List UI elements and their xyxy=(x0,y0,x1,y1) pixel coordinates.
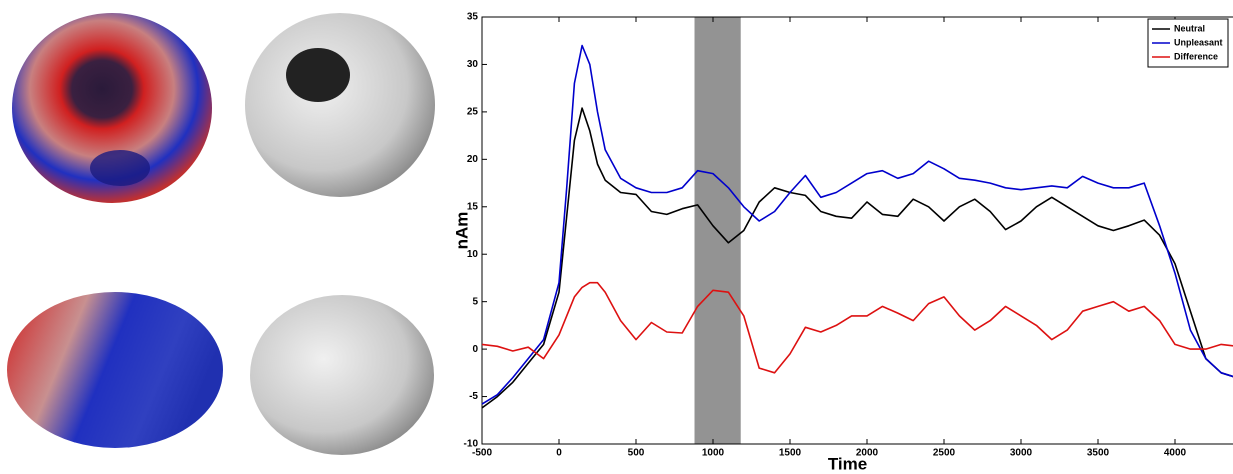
brain-back-colored xyxy=(12,13,212,203)
x-tick-label: 500 xyxy=(628,448,645,459)
x-tick-label: -500 xyxy=(472,448,492,459)
y-tick-label: 10 xyxy=(467,249,479,260)
legend-label: Neutral xyxy=(1174,23,1205,33)
y-tick-label: 0 xyxy=(472,344,478,355)
x-tick-label: 4000 xyxy=(1164,448,1187,459)
plot-frame xyxy=(481,16,1233,445)
legend-box xyxy=(1147,18,1229,68)
y-tick-label: 20 xyxy=(467,154,479,165)
legend-label: Unpleasant xyxy=(1174,37,1223,47)
brain-patch xyxy=(90,150,150,186)
y-tick-label: -10 xyxy=(464,439,479,450)
x-tick-label: 3500 xyxy=(1087,448,1110,459)
brain-side-colored xyxy=(7,292,223,448)
y-tick-label: -5 xyxy=(469,391,478,402)
y-axis-label: nAm xyxy=(452,212,471,250)
chart: -10 -5 0 5 10 15 20 25 30 35 -500 0 500 1000 1500 2000 2… xyxy=(452,12,1233,473)
x-tick-label: 0 xyxy=(556,448,562,459)
x-tick-label: 1000 xyxy=(702,448,725,459)
y-tick-label: 25 xyxy=(467,107,479,118)
x-axis-label: Time xyxy=(828,454,867,473)
y-tick-label: 15 xyxy=(467,201,479,212)
series-line xyxy=(481,44,1233,405)
x-tick-label: 1500 xyxy=(779,448,802,459)
x-tick-label: 3000 xyxy=(1010,448,1033,459)
x-tick-label: 2000 xyxy=(856,448,879,459)
series-line xyxy=(481,281,1233,374)
y-tick-label: 5 xyxy=(472,296,478,307)
legend-label: Difference xyxy=(1174,51,1218,61)
brain-images xyxy=(7,13,435,455)
brain-back-gray xyxy=(245,13,435,197)
y-tick-label: 35 xyxy=(467,12,479,23)
x-tick-label: 2500 xyxy=(933,448,956,459)
brain-side-gray xyxy=(250,295,434,455)
y-tick-label: 30 xyxy=(467,59,479,70)
series-line xyxy=(481,107,1233,409)
brain-dark-patch xyxy=(286,48,350,102)
